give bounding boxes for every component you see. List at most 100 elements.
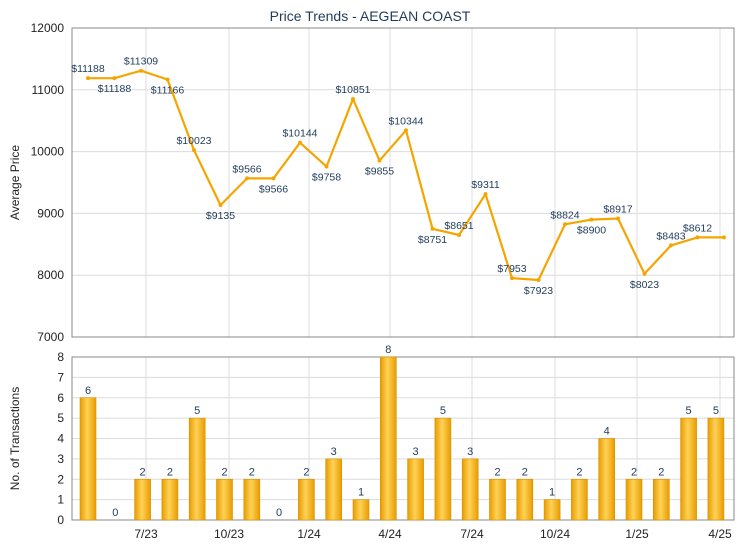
- price-data-label: $7923: [524, 285, 553, 297]
- price-data-label: $8023: [630, 279, 659, 291]
- transactions-data-label: 2: [494, 466, 500, 478]
- transactions-data-label: 2: [631, 466, 637, 478]
- transactions-x-tick-label: 7/24: [460, 527, 484, 541]
- transactions-bar: [352, 499, 370, 521]
- transactions-bar: [489, 478, 506, 521]
- price-tick-label: 8000: [37, 268, 64, 282]
- transactions-x-tick-label: 7/23: [134, 527, 158, 541]
- transactions-bar: [571, 478, 588, 521]
- price-point: [351, 97, 355, 102]
- price-data-label: $11188: [71, 63, 105, 75]
- transactions-data-label: 0: [112, 507, 118, 519]
- price-data-label: $10851: [335, 84, 370, 96]
- price-data-label: $10144: [282, 128, 317, 140]
- price-data-label: $9566: [259, 183, 288, 195]
- transactions-data-label: 3: [413, 446, 419, 458]
- price-data-label: $8751: [418, 234, 447, 246]
- price-data-label: $8612: [683, 222, 712, 234]
- price-point: [192, 148, 196, 153]
- transactions-bar: [325, 458, 343, 521]
- transactions-bar: [161, 478, 179, 521]
- price-point: [218, 203, 223, 208]
- transactions-bar: [598, 438, 616, 521]
- transactions-data-label: 2: [576, 466, 582, 478]
- transactions-bar: [652, 478, 670, 521]
- price-data-label: $11166: [151, 85, 185, 97]
- price-axis-label: Average Price: [8, 145, 22, 220]
- price-point: [165, 77, 170, 82]
- price-data-label: $8900: [577, 225, 606, 237]
- price-point: [245, 176, 249, 181]
- transactions-data-label: 4: [604, 426, 610, 438]
- price-point: [669, 243, 673, 248]
- transactions-data-label: 2: [303, 466, 309, 478]
- transactions-bar: [461, 458, 479, 521]
- price-trend-panel: 7000 8000 9000 10000 11000 12000 Average Price…: [8, 21, 735, 344]
- price-data-label: $8483: [656, 230, 685, 242]
- transactions-tick-label: 5: [57, 411, 64, 425]
- transactions-bar: [188, 417, 206, 521]
- price-point: [112, 76, 117, 81]
- transactions-data-label: 5: [440, 405, 446, 417]
- transactions-data-label: 2: [221, 466, 227, 478]
- transactions-data-label: 1: [549, 487, 555, 499]
- transactions-x-tick-label: 1/24: [297, 527, 321, 541]
- transactions-tick-label: 6: [57, 391, 64, 405]
- transactions-bar: [516, 478, 534, 521]
- transactions-bar: [680, 417, 697, 521]
- transactions-data-label: 2: [522, 466, 528, 478]
- transactions-tick-label: 2: [57, 472, 64, 486]
- transactions-data-label: 5: [194, 405, 200, 417]
- transactions-bar: [543, 499, 561, 521]
- price-point: [483, 192, 488, 197]
- price-tick-label: 11000: [32, 83, 65, 97]
- chart-title: Price Trends - AEGEAN COAST: [270, 8, 471, 24]
- transactions-data-label: 3: [467, 446, 473, 458]
- transactions-x-tick-label: 4/24: [378, 527, 402, 541]
- transactions-data-label: 6: [85, 385, 91, 397]
- transactions-bar: [625, 478, 643, 521]
- transactions-x-tick-label: 4/25: [708, 527, 732, 541]
- transactions-data-label: 3: [331, 446, 337, 458]
- transactions-bar: [707, 417, 725, 521]
- price-point: [563, 222, 567, 227]
- price-point: [457, 232, 461, 237]
- price-point: [430, 226, 435, 231]
- price-data-label: $9758: [312, 172, 341, 184]
- transactions-bar: [407, 458, 424, 521]
- price-tick-label: 7000: [37, 330, 64, 344]
- transactions-bar: [216, 478, 233, 521]
- transactions-data-label: 8: [385, 344, 391, 356]
- price-data-label: $9311: [471, 179, 500, 191]
- price-tick-label: 10000: [31, 145, 65, 159]
- price-tick-label: 12000: [31, 21, 65, 35]
- price-point: [86, 76, 90, 81]
- transactions-bar: [379, 356, 397, 521]
- transactions-panel: 0 1 2 3 4 5 6 7 8 No. of Transactions 6 0 2 2 5 2 2 0 2 3 1 8…: [8, 344, 735, 541]
- transactions-data-label: 5: [686, 405, 692, 417]
- price-point: [271, 176, 276, 181]
- transactions-tick-label: 4: [57, 432, 64, 446]
- price-data-label: $10344: [388, 115, 423, 127]
- price-series-line: [88, 69, 724, 282]
- price-tick-label: 9000: [37, 206, 64, 220]
- transactions-tick-label: 1: [57, 493, 64, 507]
- price-point: [536, 277, 541, 282]
- transactions-x-tick-label: 1/25: [625, 527, 649, 541]
- transactions-data-label: 2: [658, 466, 664, 478]
- price-point: [722, 235, 726, 240]
- transactions-tick-label: 0: [57, 513, 64, 527]
- price-plot-frame: [71, 27, 735, 338]
- transactions-data-label: 0: [276, 507, 282, 519]
- price-data-label: $8651: [444, 220, 473, 232]
- transactions-tick-label: 8: [57, 350, 64, 364]
- price-data-label: $8824: [550, 209, 579, 221]
- price-data-label: $9566: [232, 163, 261, 175]
- price-data-label: $9135: [206, 210, 235, 222]
- transactions-tick-label: 7: [57, 370, 64, 384]
- transactions-data-label: 2: [167, 466, 173, 478]
- transactions-data-label: 2: [249, 466, 255, 478]
- price-point: [616, 216, 620, 221]
